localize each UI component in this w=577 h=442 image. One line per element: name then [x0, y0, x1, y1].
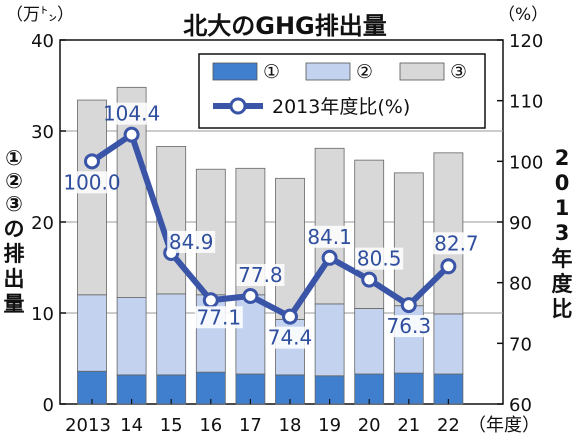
ratio-label-bg	[107, 102, 156, 125]
ratio-data-label: 76.3	[387, 314, 432, 338]
left-axis-char: ①	[5, 146, 23, 170]
ratio-point	[321, 249, 338, 266]
x-tick-label: 19	[318, 415, 341, 436]
left-tick-label: 20	[31, 213, 54, 234]
bar-segment-1	[195, 371, 226, 405]
legend-label-1: ①	[263, 61, 280, 83]
left-axis-char: ②	[5, 169, 23, 193]
bar-segment-2	[116, 297, 147, 376]
right-axis-char: 2	[555, 146, 570, 170]
right-axis-title: 2 0 1 3 年 度 比	[552, 146, 573, 321]
ratio-point	[361, 271, 378, 288]
left-tick-label: 40	[31, 31, 54, 52]
ratio-label-bg	[167, 230, 216, 253]
x-tick-label: 17	[239, 415, 262, 436]
bar-segment-2	[433, 313, 464, 375]
ratio-label-bg	[432, 232, 481, 255]
right-tick-label: 110	[509, 92, 543, 113]
right-axis-char: 1	[555, 196, 570, 220]
bar-segment-1	[393, 372, 424, 405]
x-tick-label: 2013	[65, 415, 111, 436]
ratio-point	[440, 258, 457, 275]
x-tick-label: 20	[358, 415, 381, 436]
left-axis-char: 出	[4, 267, 25, 291]
left-axis-char: 排	[4, 242, 25, 266]
ratio-label-bg	[68, 171, 116, 194]
right-axis-char: 比	[552, 297, 573, 321]
ratio-label-bg	[305, 225, 354, 248]
bar-segment-2	[77, 294, 107, 372]
ratio-point	[242, 288, 259, 305]
ratio-data-label: 77.8	[238, 263, 283, 287]
right-tick-label: 80	[509, 274, 532, 295]
legend-label-2: ②	[356, 61, 373, 83]
ratio-point	[282, 308, 298, 325]
ratio-labels: 100.0 104.4 84.9 77.1 77.8 74.4 84.180.5 76.3 82…	[63, 102, 481, 350]
bar-segment-1	[433, 373, 464, 405]
right-unit-label: （%）	[498, 5, 548, 25]
axis-ticks: 0 10 20 30 40 60 70 80 90 100 110 120 2013 14 15 16 17 18…	[31, 31, 543, 436]
ratio-label-bg	[194, 306, 243, 329]
ratio-point	[84, 153, 100, 170]
x-tick-label: 15	[160, 415, 183, 436]
right-axis-char: 度	[552, 272, 573, 296]
bar-segment-1	[354, 373, 385, 405]
ratio-data-label: 104.4	[103, 102, 160, 126]
right-tick-label: 90	[509, 213, 532, 234]
ratio-point	[123, 126, 140, 143]
bar-segment-1	[77, 370, 107, 405]
x-axis-suffix: （年度）	[468, 415, 540, 436]
ratio-label-bg	[384, 315, 433, 338]
x-tick-label: 16	[199, 415, 222, 436]
legend-label-line: 2013年度比(%)	[272, 96, 410, 118]
ratio-line	[84, 126, 457, 325]
right-tick-label: 120	[509, 31, 543, 52]
ratio-label-bg	[355, 247, 404, 270]
ratio-data-label: 84.1	[307, 225, 352, 249]
x-tick-label: 18	[279, 415, 302, 436]
ratio-data-label: 80.5	[357, 247, 402, 271]
ratio-data-label: 74.4	[268, 326, 313, 350]
x-tick-label: 22	[437, 415, 460, 436]
legend: ① ② ③ 2013年度比(%)	[198, 53, 486, 129]
ratio-polyline	[90, 131, 451, 320]
left-axis-title: ① ② ③ の 排 出 量	[4, 146, 25, 316]
chart-title: 北大のGHG排出量	[183, 12, 386, 40]
legend-line-marker	[229, 97, 247, 115]
legend-swatch-1	[212, 62, 258, 81]
left-unit-label: （万㌧）	[6, 5, 74, 25]
ratio-point	[400, 297, 417, 314]
bar-segment-3	[275, 177, 305, 320]
ratio-data-label: 82.7	[434, 231, 479, 255]
ratio-data-label: 100.0	[63, 170, 120, 194]
left-tick-label: 10	[31, 304, 54, 325]
bar-segment-2	[314, 303, 345, 377]
right-axis-char: 年	[552, 247, 573, 271]
left-axis-char: 量	[4, 292, 25, 316]
legend-label-3: ③	[450, 61, 467, 83]
x-tick-label: 14	[120, 415, 143, 436]
left-tick-label: 0	[43, 395, 54, 416]
ratio-label-bg	[266, 326, 314, 349]
bar-segment-2	[354, 308, 385, 375]
bar-segment-3	[77, 99, 107, 296]
legend-swatch-3	[399, 62, 445, 81]
legend-swatch-2	[305, 62, 351, 81]
bar-segment-3	[393, 172, 424, 307]
ratio-data-label: 84.9	[169, 230, 214, 254]
left-axis-char: の	[4, 217, 25, 241]
ratio-label-bg	[236, 264, 285, 287]
left-axis-char: ③	[5, 192, 23, 216]
ratio-data-label: 77.1	[197, 305, 242, 329]
right-axis-char: 3	[555, 221, 570, 245]
left-tick-label: 30	[31, 122, 54, 143]
right-tick-label: 60	[509, 395, 532, 416]
x-tick-label: 21	[397, 415, 420, 436]
right-tick-label: 100	[509, 152, 543, 173]
right-axis-char: 0	[555, 171, 570, 195]
right-tick-label: 70	[509, 334, 532, 355]
bar-segment-2	[156, 293, 187, 376]
